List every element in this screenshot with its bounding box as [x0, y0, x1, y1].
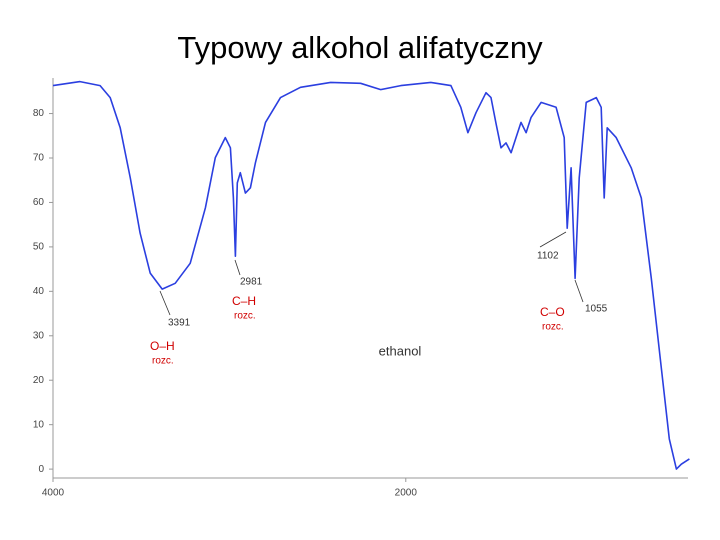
y-tick-label: 60	[33, 197, 45, 208]
y-tick-label: 40	[33, 286, 45, 297]
y-tick-label: 50	[33, 242, 45, 253]
y-tick-label: 80	[33, 108, 45, 119]
peak-label: 2981	[240, 277, 263, 288]
peak-label: 3391	[168, 318, 191, 329]
chart-title: Typowy alkohol alifatyczny	[177, 30, 543, 65]
leader-line	[159, 290, 171, 316]
x-tick-label: 2000	[395, 488, 418, 499]
y-tick-label: 30	[33, 330, 45, 341]
sample-label: ethanol	[379, 343, 422, 358]
bond-note: rozc.	[234, 311, 256, 322]
leader-line	[574, 279, 584, 303]
y-tick-label: 10	[33, 419, 45, 430]
y-tick-label: 70	[33, 153, 45, 164]
bond-note: rozc.	[152, 356, 174, 367]
spectrum-line	[52, 80, 690, 470]
bond-label: C–O	[540, 305, 565, 319]
leader-line	[234, 259, 241, 276]
peak-label: 1055	[585, 304, 608, 315]
x-tick-label: 4000	[42, 488, 65, 499]
y-tick-label: 20	[33, 375, 45, 386]
bond-label: O–H	[150, 339, 175, 353]
bond-label: C–H	[232, 294, 256, 308]
leader-line	[539, 231, 567, 248]
y-tick-label: 0	[38, 464, 44, 475]
bond-note: rozc.	[542, 322, 564, 333]
peak-label: 1102	[537, 251, 559, 262]
